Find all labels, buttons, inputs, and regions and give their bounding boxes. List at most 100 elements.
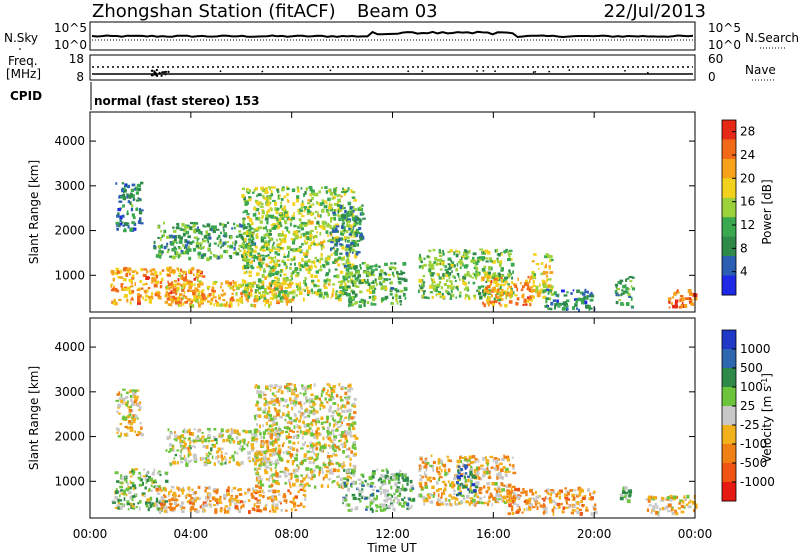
echo-cell [315,446,319,451]
echo-cell [342,502,344,505]
echo-cell [393,266,397,271]
echo-cell [284,430,289,434]
echo-cell [694,293,698,297]
echo-cell [223,507,226,511]
echo-cell [592,505,596,509]
echo-cell [353,411,357,414]
echo-cell [343,290,346,295]
echo-cell [313,474,316,478]
echo-cell [547,284,552,288]
echo-cell [145,504,149,508]
echo-cell [332,385,336,389]
echo-cell [508,249,513,252]
echo-cell [149,477,153,482]
echo-cell [284,467,287,471]
echo-cell [487,250,491,255]
echo-cell [159,255,162,259]
echo-cell [272,441,275,445]
echo-cell [240,291,244,296]
echo-cell [288,416,293,420]
echo-cell [189,241,193,245]
echo-cell [272,186,276,189]
echo-cell [280,246,285,250]
colorbar-segment [722,256,736,276]
echo-cell [165,479,169,483]
echo-cell [481,256,485,260]
echo-cell [496,487,500,491]
echo-cell [480,279,483,282]
echo-cell [262,257,266,261]
echo-cell [391,266,394,269]
echo-cell [221,289,224,292]
echo-cell [288,397,292,402]
echo-cell [179,227,183,231]
echo-cell [293,257,296,261]
echo-cell [129,394,133,398]
echo-cell [494,482,498,486]
echo-cell [290,248,294,252]
echo-cell [472,281,476,285]
echo-cell [220,447,224,451]
echo-cell [431,485,435,489]
echo-cell [114,496,118,500]
echo-cell [306,212,310,216]
echo-cell [262,491,265,494]
echo-cell [119,215,123,220]
echo-cell [235,298,240,303]
echo-cell [187,298,191,302]
echo-cell [339,204,343,209]
echo-cell [447,458,450,462]
echo-cell [304,276,307,281]
echo-cell [180,460,184,464]
velocity-plot-background [90,318,695,518]
echo-cell [252,459,256,462]
echo-cell [303,453,307,458]
echo-cell [181,285,184,290]
echo-cell [351,239,354,243]
echo-cell [269,266,273,270]
echo-cell [259,477,263,482]
echo-cell [502,499,505,503]
echo-cell [447,257,452,261]
echo-cell [256,385,261,389]
echo-cell [513,494,517,499]
echo-cell [123,433,128,437]
echo-cell [349,249,351,254]
echo-cell [493,297,497,302]
echo-cell [580,297,584,301]
echo-cell [133,198,136,201]
colorbar-tick-label: 16 [740,195,755,209]
echo-cell [226,489,230,492]
echo-cell [276,490,280,493]
echo-cell [159,473,162,477]
colorbar-segment [722,139,736,160]
echo-cell [480,464,484,467]
echo-cell [589,307,593,310]
echo-cell [485,272,488,275]
echo-cell [443,487,447,492]
echo-cell [285,267,287,271]
echo-cell [246,299,249,303]
echo-cell [232,241,234,245]
echo-cell [338,208,342,212]
echo-cell [467,274,470,277]
echo-cell [340,225,345,229]
echo-cell [465,286,469,291]
echo-cell [304,441,306,444]
echo-cell [218,296,221,300]
echo-cell [327,222,330,225]
echo-cell [304,191,307,195]
echo-cell [115,427,120,431]
echo-cell [176,503,180,507]
echo-cell [381,297,385,302]
echo-cell [348,267,353,270]
echo-cell [175,235,178,238]
echo-cell [291,447,296,451]
echo-cell [392,507,396,511]
echo-cell [352,283,355,287]
echo-cell [245,291,249,295]
echo-cell [333,188,337,193]
echo-cell [630,296,633,301]
echo-cell [333,247,336,250]
